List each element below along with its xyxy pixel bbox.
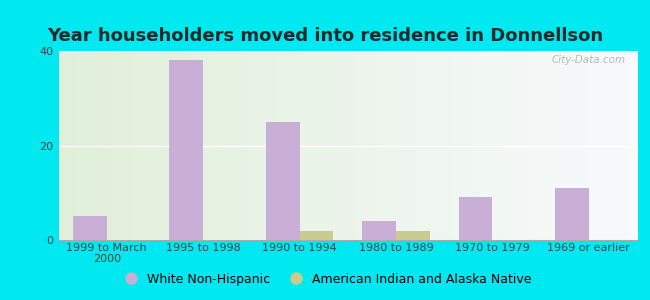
Bar (555, 188, 589, 240)
Bar (362, 221, 396, 240)
Text: City-Data.com: City-Data.com (551, 55, 625, 65)
Bar (396, 230, 430, 240)
Bar (459, 197, 493, 240)
Legend: White Non-Hispanic, American Indian and Alaska Native: White Non-Hispanic, American Indian and … (114, 268, 536, 291)
Bar (73, 216, 107, 240)
Bar (266, 122, 300, 240)
Text: Year householders moved into residence in Donnellson: Year householders moved into residence i… (47, 27, 603, 45)
Bar (300, 230, 333, 240)
Bar (170, 60, 203, 240)
